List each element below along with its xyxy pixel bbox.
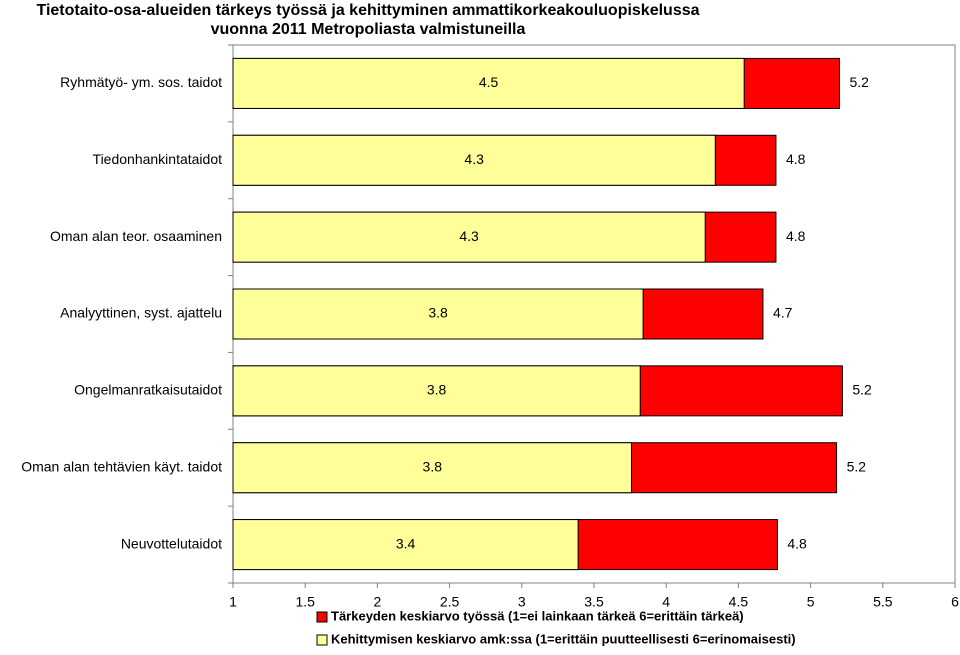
value-label: 4.3 — [464, 151, 484, 167]
bar — [232, 211, 706, 263]
y-tick-label: Analyyttinen, syst. ajattelu — [60, 305, 222, 321]
value-label: 3.8 — [427, 382, 447, 398]
value-label: 4.8 — [787, 535, 807, 551]
x-tick-label: 4.5 — [729, 594, 749, 610]
x-tick-label: 5.5 — [873, 594, 893, 610]
legend-label: Kehittymisen keskiarvo amk:ssa (1=erittä… — [331, 631, 796, 646]
value-label: 4.8 — [786, 151, 806, 167]
value-label: 5.2 — [852, 382, 872, 398]
legend-swatch — [316, 611, 328, 623]
x-tick-label: 2.5 — [440, 594, 460, 610]
value-label: 4.8 — [786, 228, 806, 244]
bar — [232, 365, 641, 417]
x-tick-label: 3 — [518, 594, 526, 610]
bar — [232, 442, 633, 494]
x-tick-label: 5 — [807, 594, 815, 610]
value-label: 4.7 — [773, 305, 793, 321]
value-label: 4.5 — [479, 74, 499, 90]
x-tick-label: 4 — [662, 594, 670, 610]
x-tick-label: 6 — [951, 594, 959, 610]
y-tick-label: Oman alan tehtävien käyt. taidot — [21, 458, 222, 474]
chart-title: vuonna 2011 Metropoliasta valmistuneilla — [211, 21, 526, 38]
bar — [232, 134, 716, 186]
chart-title: Tietotaito-osa-alueiden tärkeys työssä j… — [36, 2, 699, 19]
x-tick-label: 3.5 — [584, 594, 604, 610]
bar — [232, 288, 644, 340]
value-label: 3.8 — [423, 458, 443, 474]
y-tick-label: Neuvottelutaidot — [121, 535, 222, 551]
x-tick-label: 1.5 — [295, 594, 315, 610]
value-label: 3.4 — [396, 535, 416, 551]
bar — [232, 519, 579, 571]
legend-label: Tärkeyden keskiarvo työssä (1=ei lainkaa… — [331, 608, 744, 623]
value-label: 3.8 — [428, 305, 448, 321]
legend-swatch — [316, 634, 328, 646]
x-tick-label: 2 — [374, 594, 382, 610]
y-tick-label: Oman alan teor. osaaminen — [50, 228, 222, 244]
y-tick-label: Ryhmätyö- ym. sos. taidot — [60, 74, 222, 90]
x-tick-label: 1 — [229, 594, 237, 610]
y-tick-label: Tiedonhankintataidot — [93, 151, 223, 167]
value-label: 5.2 — [847, 458, 867, 474]
bar — [232, 57, 745, 109]
value-label: 4.3 — [459, 228, 479, 244]
y-tick-label: Ongelmanratkaisutaidot — [74, 382, 222, 398]
value-label: 5.2 — [849, 74, 869, 90]
